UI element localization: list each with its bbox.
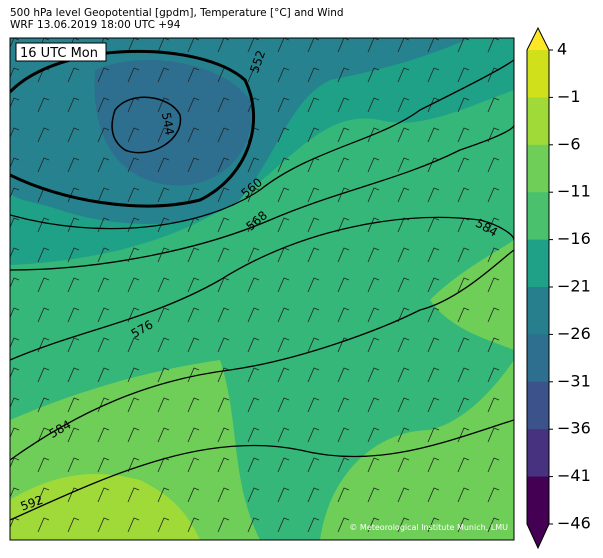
colorbar-tick-label: −41 xyxy=(557,466,591,485)
colorbar: 4 −1 −6 −11 −16 −21 −26 −31 −36 −41 −46 xyxy=(526,26,591,550)
colorbar-segment xyxy=(527,381,549,430)
colorbar-segment xyxy=(527,144,549,193)
colorbar-extend-bottom xyxy=(527,524,549,548)
time-label: 16 UTC Mon xyxy=(20,46,98,61)
colorbar-segment xyxy=(527,97,549,146)
colorbar-tick-label: −36 xyxy=(557,419,591,438)
colorbar-segment xyxy=(527,287,549,335)
colorbar-segment xyxy=(527,239,549,288)
colorbar-tick-label: −11 xyxy=(557,182,591,201)
title: 500 hPa level Geopotential [gpdm], Tempe… xyxy=(10,7,344,19)
colorbar-tick-label: −21 xyxy=(557,277,591,296)
subtitle: WRF 13.06.2019 18:00 UTC +94 xyxy=(10,19,181,31)
colorbar-segment xyxy=(527,192,549,241)
wind-barbs xyxy=(10,38,514,540)
credit: © Meteorological Institute Munich, LMU xyxy=(349,523,508,532)
colorbar-extend-top xyxy=(527,28,549,50)
colorbar-tick-label: −26 xyxy=(557,324,591,343)
colorbar-segment xyxy=(527,476,549,525)
colorbar-tick-label: −46 xyxy=(557,514,591,533)
colorbar-tick-label: −16 xyxy=(557,229,591,248)
contour-label: 544 xyxy=(159,111,177,136)
colorbar-tick-label: −31 xyxy=(557,371,591,390)
colorbar-tick-label: 4 xyxy=(557,40,567,59)
colorbar-tick-label: −6 xyxy=(557,134,581,153)
colorbar-tick-label: −1 xyxy=(557,87,581,106)
map xyxy=(10,38,514,540)
time-box xyxy=(15,42,107,62)
map-frame xyxy=(9,37,515,541)
colorbar-segment xyxy=(527,429,549,478)
colorbar-segment xyxy=(527,334,549,383)
colorbar-segment xyxy=(527,50,549,98)
contours xyxy=(10,49,514,521)
